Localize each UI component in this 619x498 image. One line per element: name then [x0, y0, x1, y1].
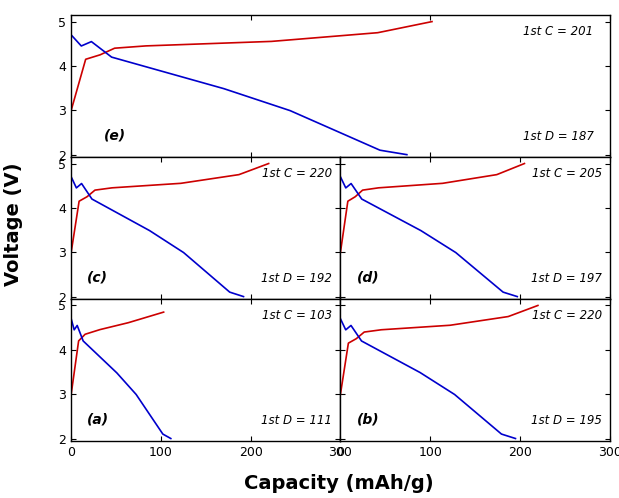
Text: Capacity (mAh/g): Capacity (mAh/g) [245, 474, 434, 493]
Text: (c): (c) [87, 270, 108, 284]
Text: 1st C = 205: 1st C = 205 [532, 167, 602, 180]
Text: (e): (e) [103, 128, 126, 142]
Text: (b): (b) [357, 412, 379, 426]
Text: 1st D = 195: 1st D = 195 [530, 413, 602, 426]
Text: 1st C = 201: 1st C = 201 [524, 25, 594, 38]
Text: 1st C = 103: 1st C = 103 [262, 309, 332, 322]
Text: 1st D = 187: 1st D = 187 [522, 129, 594, 142]
Text: (a): (a) [87, 412, 110, 426]
Text: (d): (d) [357, 270, 379, 284]
Text: 1st D = 197: 1st D = 197 [530, 271, 602, 284]
Text: 1st C = 220: 1st C = 220 [262, 167, 332, 180]
Text: 1st C = 220: 1st C = 220 [532, 309, 602, 322]
Text: 1st D = 111: 1st D = 111 [261, 413, 332, 426]
Text: Voltage (V): Voltage (V) [4, 162, 23, 286]
Text: 1st D = 192: 1st D = 192 [261, 271, 332, 284]
